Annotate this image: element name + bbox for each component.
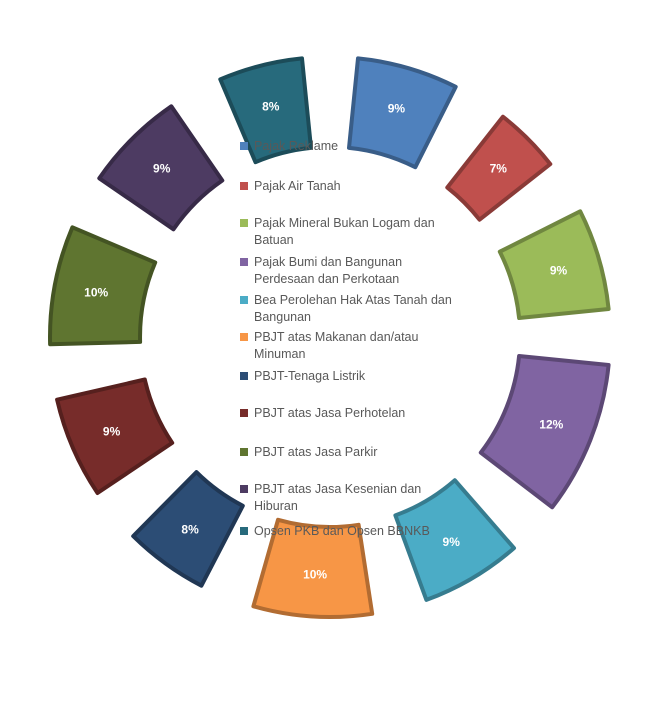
legend-item: PBJT atas Makanan dan/atau Minuman — [240, 329, 464, 363]
slice-percent-label: 8% — [181, 523, 199, 537]
pie-slice — [478, 354, 611, 510]
legend-label: PBJT-Tenaga Listrik — [254, 369, 366, 383]
legend-item: PBJT-Tenaga Listrik — [240, 368, 464, 385]
legend-swatch — [240, 219, 248, 227]
pie-slice-labels: 9% 7% 9% 12% 9% 10% 8% 9% 10% 9% 8% — [84, 100, 567, 582]
slice-percent-label: 10% — [303, 568, 327, 582]
legend-item: Bea Perolehan Hak Atas Tanah dan Banguna… — [240, 292, 464, 326]
legend-item: Pajak Air Tanah — [240, 178, 464, 195]
slice-percent-label: 9% — [103, 425, 121, 439]
legend-item: Pajak Bumi dan Bangunan Perdesaan dan Pe… — [240, 254, 464, 288]
slice-percent-label: 9% — [388, 102, 406, 116]
pie-slice — [497, 209, 611, 320]
legend-label: PBJT atas Jasa Kesenian dan Hiburan — [254, 482, 422, 513]
pie-slice — [251, 517, 375, 619]
legend-swatch — [240, 333, 248, 341]
slice-percent-label: 12% — [539, 418, 563, 432]
slice-percent-label: 9% — [153, 162, 171, 176]
slice-percent-label: 10% — [84, 285, 108, 299]
legend-label: PBJT atas Makanan dan/atau Minuman — [254, 330, 419, 361]
legend-item: PBJT atas Jasa Parkir — [240, 444, 464, 461]
pie-slice — [393, 478, 516, 602]
pie-slice — [218, 56, 313, 165]
legend-swatch — [240, 527, 248, 535]
legend-label: Pajak Reklame — [254, 139, 339, 153]
legend-swatch — [240, 372, 248, 380]
legend-label: Pajak Air Tanah — [254, 179, 341, 193]
legend-swatch — [240, 448, 248, 456]
pie-slice — [55, 377, 175, 495]
pie-slice — [445, 114, 553, 222]
slice-percent-label: 9% — [443, 535, 461, 549]
pie-slice — [48, 225, 158, 347]
legend-swatch — [240, 409, 248, 417]
pie-slice — [347, 56, 458, 170]
legend-item: Pajak Reklame — [240, 138, 464, 155]
legend-item: Opsen PKB dan Opsen BBNKB — [240, 523, 464, 540]
legend-item: Pajak Mineral Bukan Logam dan Batuan — [240, 215, 464, 249]
legend-swatch — [240, 142, 248, 150]
slice-percent-label: 9% — [550, 264, 568, 278]
legend-item: PBJT atas Jasa Perhotelan — [240, 405, 464, 422]
legend-label: Pajak Bumi dan Bangunan Perdesaan dan Pe… — [254, 255, 403, 286]
legend-swatch — [240, 182, 248, 190]
legend-label: Opsen PKB dan Opsen BBNKB — [254, 524, 430, 538]
legend-label: PBJT atas Jasa Parkir — [254, 445, 378, 459]
legend-label: PBJT atas Jasa Perhotelan — [254, 406, 406, 420]
legend-swatch — [240, 258, 248, 266]
pie-slice — [131, 470, 245, 588]
slice-percent-label: 8% — [262, 100, 280, 114]
legend-swatch — [240, 485, 248, 493]
pie-slices — [48, 56, 611, 619]
pie-slice — [97, 104, 225, 232]
legend-item: PBJT atas Jasa Kesenian dan Hiburan — [240, 481, 464, 515]
legend-swatch — [240, 296, 248, 304]
slice-percent-label: 7% — [490, 162, 508, 176]
legend-label: Pajak Mineral Bukan Logam dan Batuan — [254, 216, 435, 247]
legend-label: Bea Perolehan Hak Atas Tanah dan Banguna… — [254, 293, 452, 324]
